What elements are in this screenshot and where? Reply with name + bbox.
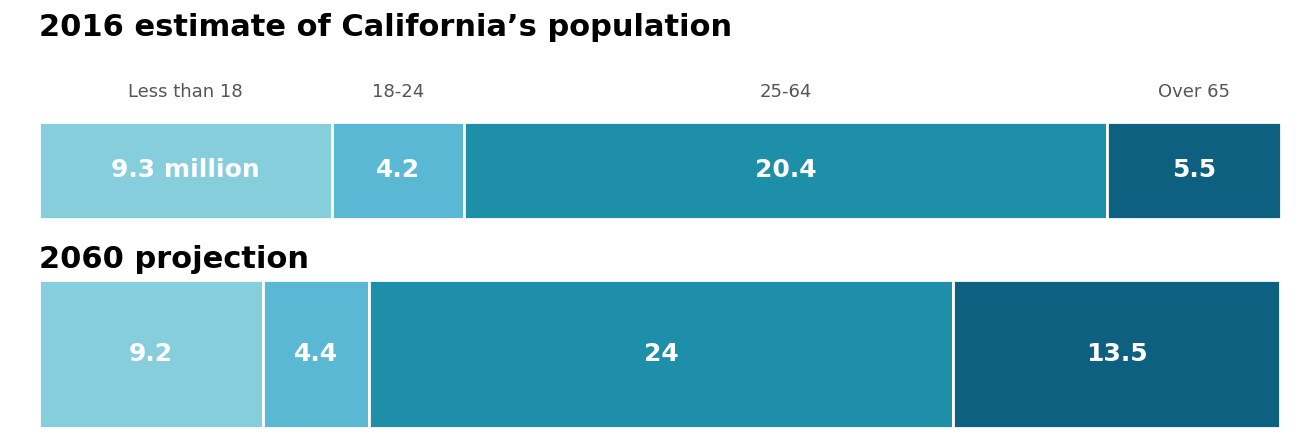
FancyBboxPatch shape [332, 122, 464, 218]
Text: Less than 18: Less than 18 [129, 83, 243, 101]
Text: 13.5: 13.5 [1086, 342, 1148, 366]
Text: 9.3 million: 9.3 million [111, 159, 260, 182]
FancyBboxPatch shape [39, 122, 332, 218]
Text: 5.5: 5.5 [1171, 159, 1216, 182]
Text: 9.2: 9.2 [129, 342, 173, 366]
Text: 2060 projection: 2060 projection [39, 245, 309, 274]
Text: 4.4: 4.4 [294, 342, 338, 366]
Text: 20.4: 20.4 [755, 159, 816, 182]
FancyBboxPatch shape [369, 280, 953, 428]
Text: 2016 estimate of California’s population: 2016 estimate of California’s population [39, 13, 732, 42]
Text: 24: 24 [644, 342, 679, 366]
Text: Over 65: Over 65 [1158, 83, 1230, 101]
Text: 18-24: 18-24 [372, 83, 424, 101]
FancyBboxPatch shape [263, 280, 369, 428]
FancyBboxPatch shape [953, 280, 1280, 428]
Text: 4.2: 4.2 [376, 159, 420, 182]
FancyBboxPatch shape [464, 122, 1108, 218]
FancyBboxPatch shape [1108, 122, 1280, 218]
Text: 25-64: 25-64 [759, 83, 812, 101]
FancyBboxPatch shape [39, 280, 263, 428]
